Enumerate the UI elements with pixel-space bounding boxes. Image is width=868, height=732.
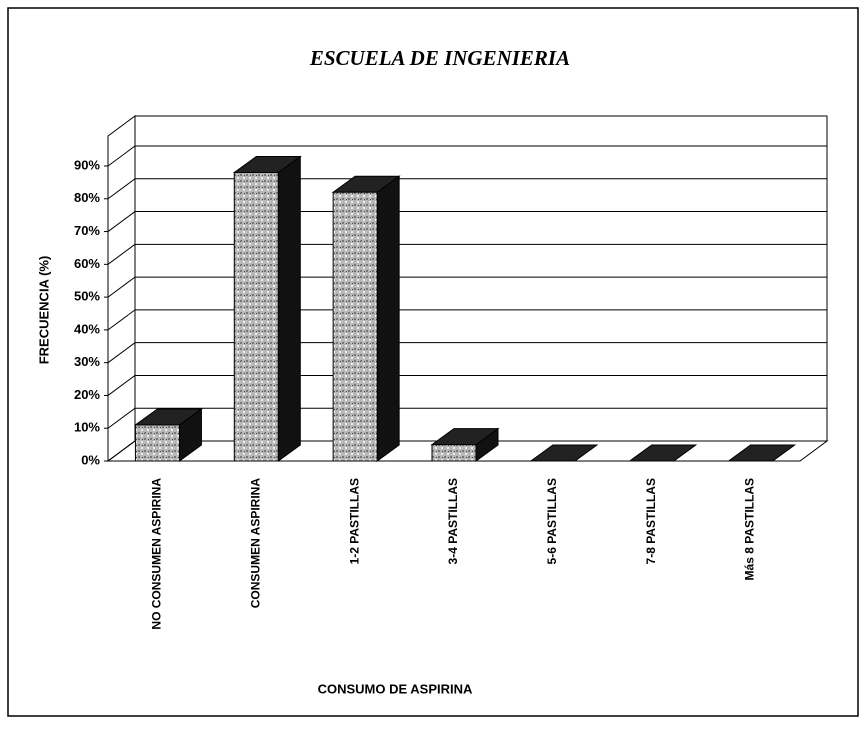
grid-line xyxy=(107,342,136,364)
bar-side xyxy=(376,175,400,462)
chart-title: ESCUELA DE INGENIERIA xyxy=(309,46,570,70)
bar xyxy=(134,424,180,462)
y-tick-label: 60% xyxy=(74,256,100,271)
y-tick-label: 20% xyxy=(74,387,100,402)
y-tick-label: 10% xyxy=(74,420,100,435)
x-tick-label: 5-6 PASTILLAS xyxy=(545,478,559,564)
grid-line xyxy=(107,243,136,265)
grid-line xyxy=(107,211,136,232)
x-tick-label: CONSUMEN ASPIRINA xyxy=(248,478,262,609)
bar-side xyxy=(277,155,301,462)
bar-top xyxy=(529,444,599,462)
x-tick-label: 3-4 PASTILLAS xyxy=(446,478,460,564)
grid-line xyxy=(107,375,136,396)
grid-line xyxy=(107,407,136,429)
grid-line xyxy=(107,276,136,298)
y-tick-label: 50% xyxy=(74,289,100,304)
x-tick-label: 1-2 PASTILLAS xyxy=(347,478,361,564)
grid-line xyxy=(107,309,136,331)
grid-line xyxy=(107,440,136,462)
y-tick-label: 80% xyxy=(74,190,100,205)
x-tick-label: Más 8 PASTILLAS xyxy=(743,478,757,580)
y-tick-label: 30% xyxy=(74,354,100,369)
side-wall xyxy=(107,115,136,462)
x-tick-label: 7-8 PASTILLAS xyxy=(644,478,658,564)
y-tick-label: 0% xyxy=(81,452,100,467)
bar xyxy=(332,191,378,462)
bar-top xyxy=(628,444,698,462)
bar xyxy=(431,444,477,462)
x-tick-label: NO CONSUMEN ASPIRINA xyxy=(150,478,164,630)
grid-line xyxy=(107,145,136,167)
y-tick-label: 40% xyxy=(74,321,100,336)
bar xyxy=(233,172,279,462)
x-axis-label: CONSUMO DE ASPIRINA xyxy=(318,681,473,696)
y-tick-label: 70% xyxy=(74,223,100,238)
bar-top xyxy=(727,444,797,462)
chart-border xyxy=(7,7,859,717)
grid-line xyxy=(107,178,136,200)
y-tick-label: 90% xyxy=(74,157,100,172)
y-axis-label: FRECUENCIA (%) xyxy=(36,256,51,365)
